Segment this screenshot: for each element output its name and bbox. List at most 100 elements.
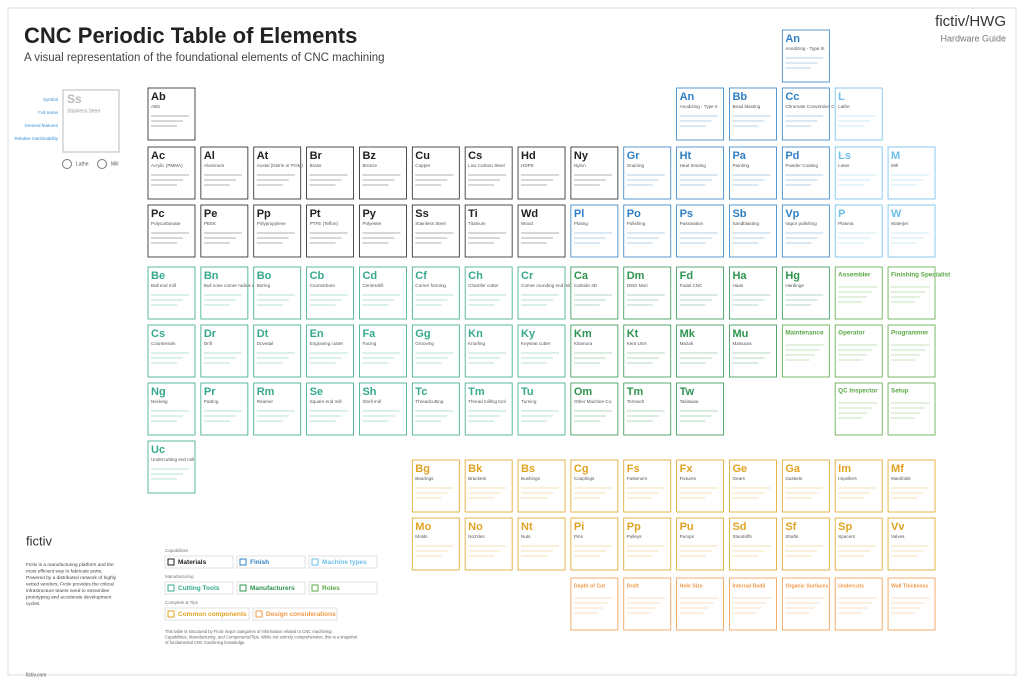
element-cell	[781, 459, 830, 513]
element-name: Kent USA	[627, 341, 648, 346]
element-cell	[464, 324, 513, 378]
element-cell	[147, 266, 196, 320]
element-symbol: Be	[151, 270, 165, 282]
element-symbol: Cc	[785, 91, 799, 103]
element-cell	[411, 204, 460, 258]
element-cell	[887, 146, 936, 200]
element-name: Waterjet	[891, 221, 909, 226]
element-symbol: Kn	[468, 328, 483, 340]
element-symbol: Ss	[415, 208, 428, 220]
element-symbol: Ga	[785, 463, 801, 475]
element-name: PTFE (Teflon)	[310, 221, 339, 226]
design-name: Depth of Cut	[574, 583, 605, 589]
element-name: Carbide 3D	[574, 283, 598, 288]
element-symbol: Pl	[574, 208, 584, 220]
element-name: Bearings	[415, 476, 434, 481]
element-name: Matsuura	[732, 341, 752, 346]
line: vetted vendors, Fictiv provides the crit…	[26, 582, 114, 588]
element-symbol: Cd	[362, 270, 377, 282]
element-symbol: Ht	[680, 150, 692, 162]
element-cell	[834, 577, 883, 631]
element-symbol: Hg	[785, 270, 800, 282]
element-name: Wood	[521, 221, 533, 226]
legend-label: Manufacturers	[250, 585, 295, 592]
element-cell	[623, 382, 672, 436]
element-name: Haas	[732, 283, 743, 288]
element-symbol: Im	[838, 463, 851, 475]
element-symbol: Fd	[680, 270, 693, 282]
element-cell	[887, 324, 936, 378]
line: This table is structured by Fictiv major…	[165, 629, 333, 634]
element-symbol: Pd	[785, 150, 799, 162]
element-cell	[200, 382, 249, 436]
role-name: Assembler	[838, 272, 871, 279]
design-name: Undercuts	[838, 583, 864, 589]
legend-swatch	[167, 584, 175, 592]
element-name: Polyester	[362, 221, 382, 226]
element-cell	[676, 517, 724, 571]
element-name: Polycarbonate	[151, 221, 181, 226]
element-cell	[306, 204, 354, 258]
element-cell	[887, 577, 936, 631]
element-cell	[834, 382, 883, 436]
mill-icon	[97, 159, 107, 169]
element-symbol: P	[838, 208, 845, 220]
element-cell	[147, 204, 196, 258]
element-symbol: Hd	[521, 150, 536, 162]
role-name: Programmer	[891, 330, 929, 337]
element-name: Square end mill	[310, 399, 342, 404]
element-cell	[517, 382, 566, 436]
subtitle: A visual representation of the foundatio…	[24, 52, 385, 64]
element-symbol: Ge	[732, 463, 747, 475]
element-symbol: Ac	[151, 150, 165, 162]
element-cell	[570, 459, 619, 513]
element-symbol: Mo	[415, 521, 431, 533]
element-symbol: Ti	[468, 208, 478, 220]
legend-label: Roles	[322, 585, 340, 592]
element-symbol: Br	[310, 150, 323, 162]
element-name: Pins	[574, 534, 584, 539]
element-cell	[411, 146, 460, 200]
line: Powered by a distributed network of high…	[26, 575, 117, 581]
element-name: Fixtures	[680, 476, 697, 481]
element-cell	[834, 266, 883, 320]
element-symbol: Ny	[574, 150, 589, 162]
legend-swatch	[255, 610, 263, 618]
element-symbol: Pi	[574, 521, 584, 533]
element-name: Passivation	[680, 221, 704, 226]
element-name: Nozzles	[468, 534, 485, 539]
element-name: Grooving	[415, 341, 434, 346]
legend-label: Materials	[178, 559, 207, 566]
element-cell	[834, 324, 883, 378]
element-cell	[781, 577, 830, 631]
element-name: Gaskets	[785, 476, 803, 481]
element-name: Parting	[204, 399, 219, 404]
element-symbol: Pu	[680, 521, 694, 533]
element-symbol: Po	[627, 208, 641, 220]
element-cell	[834, 87, 883, 141]
element-name: Laser	[838, 163, 850, 168]
element-symbol: Py	[362, 208, 376, 220]
element-cell	[411, 324, 460, 378]
element-cell	[834, 146, 883, 200]
element-name: Gears	[732, 476, 745, 481]
element-cell	[623, 517, 672, 571]
line: of fundamental CNC machining knowledge.	[165, 640, 246, 645]
element-name: Bull nose corner radius end mill	[204, 283, 268, 288]
element-name: Vapor polishing	[785, 221, 817, 226]
element-name: Nylon	[574, 163, 586, 168]
element-cell	[517, 517, 566, 571]
element-name: Takisawa	[680, 399, 699, 404]
legend-swatch	[311, 584, 319, 592]
element-name: Pumps	[680, 534, 695, 539]
design-name: Hole Size	[680, 583, 703, 589]
element-name: Chamfer cutter	[468, 283, 499, 288]
element-name: Kitamura	[574, 341, 593, 346]
legend-label: Finish	[250, 559, 269, 566]
element-symbol: Se	[310, 386, 323, 398]
element-cell	[464, 266, 513, 320]
element-name: Turning	[521, 399, 537, 404]
element-name: Heat treating	[680, 163, 707, 168]
element-symbol: Tw	[680, 386, 695, 398]
element-symbol: W	[891, 208, 902, 220]
